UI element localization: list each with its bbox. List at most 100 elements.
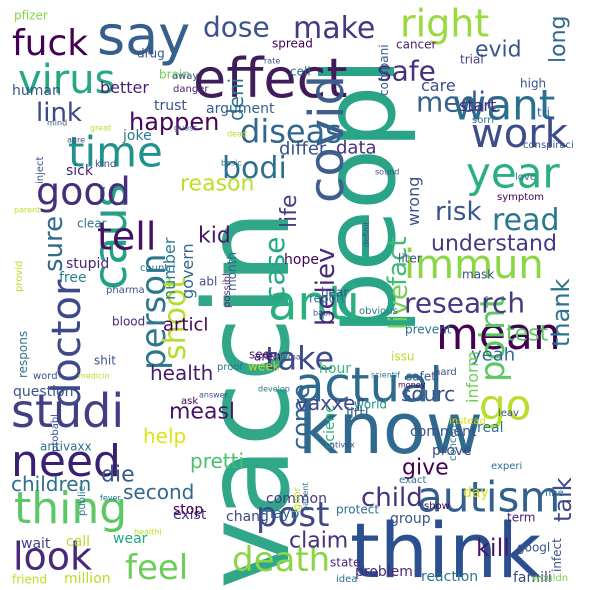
word-research: research [404,286,526,320]
word-possibl: possibl [222,273,233,308]
word-hard: hard [434,367,457,378]
word-parent: parent [14,205,41,215]
word-common: common [266,490,327,507]
word-reason: reason [180,171,255,197]
word-say: say [97,3,191,67]
word-real: real [477,419,504,436]
word-sure: sure [39,215,69,272]
word-read: read [492,203,560,238]
word-inject: inject [35,156,46,184]
word-prevent: prevent [405,322,452,337]
word-world: world [354,397,388,412]
word-immun: immun [404,242,544,288]
word-human: human [12,82,61,99]
word-happen: happen [129,107,220,136]
word-love: love [515,172,536,183]
word-look: look [13,534,93,579]
word-abl: abl [199,274,218,289]
word-go: go [479,380,532,430]
word-ignor: ignor [292,487,303,513]
word-healthi: healthi [134,527,162,537]
word-cell: cell [290,64,311,79]
word-develop: develop [258,384,290,394]
word-differ: differ [279,138,327,160]
word-death: death [232,539,331,580]
word-hour: hour [319,360,352,377]
word-case: case [258,236,291,301]
word-mind: mind [47,118,68,128]
word-spread: spread [272,36,313,51]
word-chang: chang [226,508,269,525]
word-away: away [172,71,199,82]
word-famili: famili [513,569,552,586]
word-million: million [64,570,111,587]
word-fuck: fuck [12,23,89,65]
word-littl: littl [346,405,369,422]
word-wouldn: wouldn [532,573,569,584]
word-shit: shit [94,353,116,368]
word-dead: dead [227,129,247,139]
word-free: free [59,269,87,286]
word-state: state [330,555,361,570]
word-sourc: sourc [401,382,456,406]
word-liter: liter [398,251,422,266]
word-work: work [471,111,568,157]
word-wait: wait [21,535,51,552]
word-question: question [13,383,74,400]
word-safeti: safeti [406,369,440,384]
word-risk: risk [435,197,482,228]
word-pretti: pretti [190,449,245,473]
word-effect: effect [193,46,348,110]
word-trial: trial [460,52,484,67]
word-medic: medic [416,85,502,119]
word-mean: mean [436,308,561,360]
word-data: data [336,137,377,159]
word-sound: sound [375,167,400,177]
word-safe: safe [377,54,436,88]
word-mayb: mayb [260,505,300,522]
word-word: word [33,371,58,382]
word-evid: evid [475,37,522,63]
word-danger: danger [173,84,209,95]
word-take: take [265,339,335,378]
word-fine: fine [545,488,564,499]
word-studi: studi [11,384,125,439]
word-symptom: symptom [497,192,544,203]
word-argument: argument [206,100,275,117]
word-kind: kind [95,159,117,170]
word-joke: joke [123,127,152,144]
word-diseas: diseas [240,112,342,151]
word-fever: fever [100,493,121,503]
word-post: post [256,494,330,535]
word-trust: trust [154,97,187,114]
word-moderna: moderna [265,352,301,362]
word-googl: googl [517,540,551,555]
word-respons: respons [16,330,30,378]
word-answer: answer [199,390,228,400]
word-countri: countri [140,263,176,274]
word-measl: measl [169,399,236,425]
word-term: term [507,510,536,525]
word-comment: comment [410,423,477,440]
word-drug: drug [137,46,165,61]
word-talk: talk [549,477,577,522]
word-need: need [11,435,121,487]
word-guess: guess [174,123,198,133]
word-good: good [36,169,131,214]
word-link: link [36,98,82,129]
word-sorri: sorri [472,115,495,126]
word-see: see [249,347,271,362]
word-call: call [66,533,91,550]
word-autism: autism [417,472,561,522]
word-agre: agre [67,135,86,145]
word-probabl: probabl [50,414,61,452]
word-children: children [11,472,92,496]
word-experi: experi [491,461,523,472]
word-leav: leav [498,408,519,419]
word-medicin: medicin [78,371,110,381]
word-antivax: antivax [325,440,355,450]
word-rate: rate [264,56,281,66]
word-die: die [101,462,135,488]
word-sick: sick [66,162,93,179]
word-blood: blood [112,314,146,329]
